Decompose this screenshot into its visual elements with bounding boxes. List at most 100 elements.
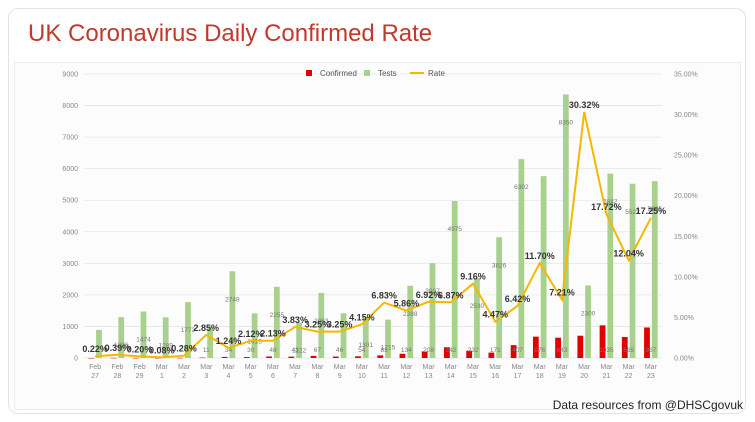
- x-tick-month: Mar: [400, 364, 413, 371]
- x-tick-day: 14: [447, 373, 455, 380]
- rate-data-label: 4.47%: [483, 310, 509, 320]
- rate-data-label: 6.92%: [416, 290, 442, 300]
- rate-data-label: 0.28%: [171, 344, 197, 354]
- confirmed-bar: [488, 352, 495, 358]
- confirmed-data-label: 1035: [599, 347, 614, 354]
- rate-data-label: 7.21%: [549, 287, 575, 297]
- y-right-tick-label: 5.00%: [674, 315, 694, 322]
- x-tick-day: 16: [491, 373, 499, 380]
- x-tick-day: 22: [625, 373, 633, 380]
- confirmed-bar: [355, 356, 361, 358]
- y-right-tick-label: 15.00%: [674, 234, 698, 241]
- y-left-tick-label: 2000: [62, 292, 78, 299]
- confirmed-bar: [377, 355, 384, 358]
- x-tick-day: 28: [113, 373, 121, 380]
- tests-bar: [651, 181, 658, 358]
- confirmed-bar: [221, 356, 228, 358]
- x-tick-day: 21: [603, 373, 611, 380]
- x-tick-day: 7: [293, 373, 297, 380]
- x-tick-day: 27: [91, 373, 99, 380]
- tests-bar: [474, 278, 480, 358]
- tests-data-label: 1415: [247, 338, 262, 345]
- confirmed-data-label: 43: [292, 347, 300, 354]
- confirmed-bar: [288, 356, 295, 358]
- tests-data-label: 2288: [403, 311, 418, 318]
- rate-data-label: 11.70%: [525, 251, 555, 261]
- tests-bar: [162, 317, 169, 358]
- x-tick-month: Mar: [267, 364, 280, 371]
- confirmed-data-label: 232: [468, 347, 479, 354]
- rate-data-label: 1.24%: [216, 336, 242, 346]
- tests-data-label: 2255: [270, 312, 285, 319]
- x-tick-month: Mar: [378, 364, 391, 371]
- rate-data-label: 0.39%: [105, 343, 131, 353]
- x-tick-day: 3: [204, 373, 208, 380]
- x-tick-day: 8: [315, 373, 319, 380]
- confirmed-bar: [110, 357, 117, 359]
- rate-data-label: 17.72%: [591, 202, 622, 212]
- x-tick-month: Mar: [600, 364, 613, 371]
- tests-bar: [96, 329, 102, 358]
- x-tick-month: Feb: [134, 364, 146, 371]
- x-tick-month: Mar: [623, 364, 636, 371]
- tests-data-label: 1474: [136, 336, 151, 343]
- y-left-tick-label: 9000: [62, 72, 78, 79]
- tests-bar: [318, 292, 325, 358]
- tests-data-label: 3007: [425, 288, 440, 295]
- x-tick-month: Mar: [511, 364, 524, 371]
- confirmed-data-label: 643: [557, 347, 568, 354]
- rate-data-label: 2.85%: [194, 323, 220, 333]
- tests-bar: [540, 176, 547, 358]
- tests-bar: [562, 94, 569, 358]
- y-left-tick-label: 1000: [62, 324, 78, 331]
- tests-data-label: 2300: [581, 310, 596, 317]
- tests-bar: [273, 286, 280, 358]
- tests-bar: [340, 313, 347, 358]
- legend-label-tests: Tests: [378, 69, 397, 78]
- y-right-tick-label: 0.00%: [674, 356, 694, 363]
- confirmed-bar: [132, 357, 139, 359]
- tests-data-label: 1215: [381, 345, 396, 352]
- tests-bar: [518, 159, 525, 358]
- confirmed-bar: [599, 325, 606, 358]
- x-tick-month: Feb: [89, 364, 101, 371]
- confirmed-bar: [310, 355, 317, 358]
- tests-bar: [496, 237, 503, 358]
- chart-panel: [14, 62, 741, 410]
- x-tick-month: Mar: [645, 364, 658, 371]
- legend-label-rate: Rate: [428, 69, 445, 78]
- tests-bar: [362, 316, 369, 358]
- tests-bar: [207, 326, 214, 358]
- rate-data-label: 17.25%: [636, 206, 667, 216]
- y-right-tick-label: 30.00%: [674, 112, 698, 119]
- rate-data-label: 0.08%: [149, 345, 175, 355]
- rate-data-label: 3.83%: [282, 315, 308, 325]
- chart-frame: [8, 8, 746, 414]
- x-tick-month: Mar: [445, 364, 458, 371]
- confirmed-data-label: 67: [314, 347, 322, 354]
- x-tick-month: Mar: [200, 364, 213, 371]
- rate-data-label: 6.42%: [505, 294, 531, 304]
- rate-data-label: 5.86%: [394, 298, 420, 308]
- confirmed-bar: [243, 357, 250, 358]
- x-tick-month: Mar: [222, 364, 235, 371]
- tests-data-label: 2063: [314, 318, 329, 325]
- x-tick-month: Feb: [111, 364, 123, 371]
- x-tick-day: 12: [402, 373, 410, 380]
- x-tick-day: 2: [182, 373, 186, 380]
- tests-data-label: 1301: [359, 342, 374, 349]
- confirmed-bar: [421, 351, 428, 358]
- rate-data-label: 6.87%: [438, 290, 464, 300]
- tests-bar: [385, 319, 391, 358]
- x-tick-day: 13: [425, 373, 433, 380]
- x-tick-day: 10: [358, 373, 366, 380]
- y-left-tick-label: 0: [74, 356, 78, 363]
- rate-data-label: 30.32%: [569, 100, 600, 110]
- data-source-note: Data resources from @DHSCgovuk: [552, 398, 743, 412]
- x-tick-month: Mar: [423, 364, 436, 371]
- chart-title: UK Coronavirus Daily Confirmed Rate: [28, 20, 433, 47]
- x-tick-day: 19: [558, 373, 566, 380]
- legend-label-confirmed: Confirmed: [320, 69, 357, 78]
- confirmed-bar: [88, 357, 95, 359]
